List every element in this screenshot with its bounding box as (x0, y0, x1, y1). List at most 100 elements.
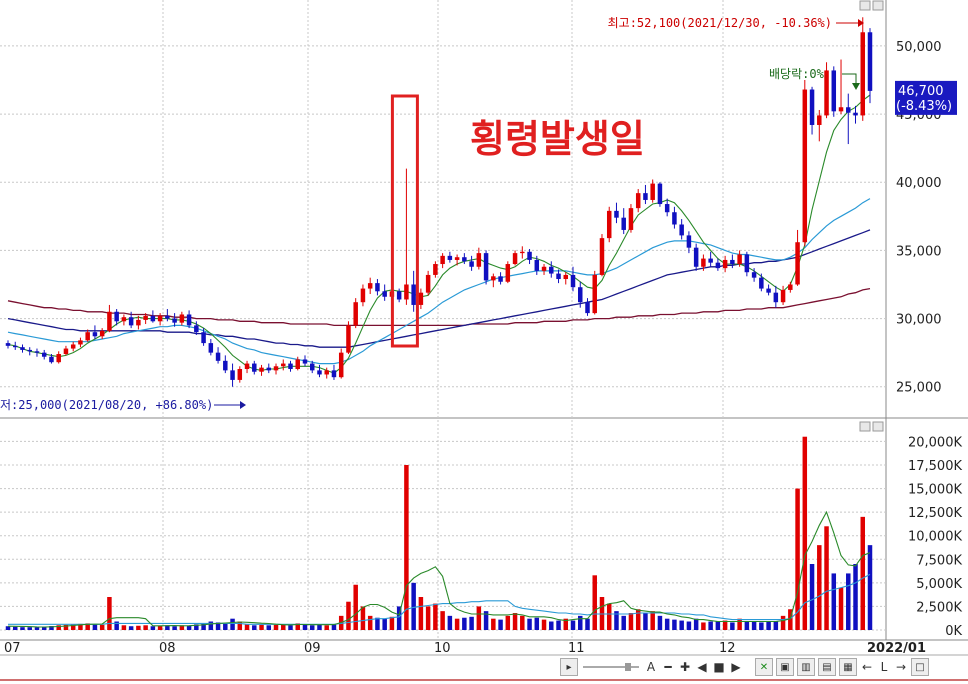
candle (860, 17, 866, 121)
candle-body (367, 283, 373, 289)
candle (150, 310, 156, 323)
candle (244, 360, 250, 374)
volume-bar (744, 621, 750, 630)
candle (143, 313, 148, 325)
candle-body (780, 289, 786, 303)
candle (440, 253, 445, 269)
volume-bar (85, 623, 90, 630)
arrow-right-icon[interactable]: → (895, 660, 907, 674)
volume-bar (657, 615, 663, 630)
excel-icon[interactable]: ✕ (755, 658, 773, 676)
volume-bar (70, 624, 76, 630)
candle (737, 250, 742, 267)
zoom-slider-icon[interactable] (581, 659, 641, 675)
candle (788, 281, 793, 293)
candle-body (498, 276, 503, 282)
volume-bar (846, 573, 851, 630)
volume-tick-label: 5,000K (916, 577, 962, 592)
window-icon[interactable]: □ (911, 658, 929, 676)
volume-bar (252, 625, 257, 630)
candle (259, 364, 264, 376)
panel-minimize-icon[interactable] (859, 421, 871, 432)
candle (396, 288, 402, 303)
candle (56, 351, 61, 364)
volume-bar (606, 603, 612, 630)
volume-bar (766, 621, 771, 630)
candle (491, 273, 496, 288)
volume-bar (194, 624, 199, 630)
arrow-left-icon[interactable]: ← (861, 660, 873, 674)
candle (505, 261, 511, 284)
candle (679, 219, 684, 240)
text-tool-icon[interactable]: A (646, 660, 656, 674)
candle-body (563, 274, 569, 280)
candle (172, 313, 177, 327)
candle-body (744, 254, 750, 273)
candle-body (556, 273, 561, 280)
candle-body (686, 235, 692, 248)
chart-type-icon[interactable]: ▥ (797, 658, 815, 676)
chart-toolbar: ▸ A ━ ✚ ◀ ■ ▶ ✕ ▣ ▥ ▤ ▦ ← L → □ (560, 656, 968, 678)
volume-ma5-line (7, 510, 871, 628)
candle (643, 184, 648, 205)
candle (606, 206, 612, 243)
candle-body (549, 266, 554, 274)
candle (693, 243, 699, 271)
candle-body (295, 359, 300, 370)
candle-body (491, 276, 496, 281)
play-small-icon[interactable]: ▸ (560, 658, 578, 676)
candle-body (143, 315, 148, 320)
volume-bar (664, 618, 670, 630)
candle (534, 255, 540, 275)
candle-body (404, 284, 409, 300)
candle-body (722, 259, 728, 269)
stop-icon[interactable]: ■ (713, 660, 725, 674)
volume-bar (491, 618, 496, 630)
candle-body (5, 343, 11, 346)
candle (780, 285, 786, 305)
panel-close-icon[interactable] (872, 0, 884, 11)
candle-body (628, 208, 634, 230)
volume-bar (121, 625, 127, 630)
volume-bar (614, 611, 619, 630)
volume-bar (802, 436, 808, 630)
volume-bar (353, 584, 358, 630)
volume-bar (773, 621, 779, 630)
candle (476, 247, 482, 270)
candle (331, 364, 337, 380)
candle-body (107, 311, 112, 331)
candle-body (20, 347, 25, 350)
candle-body (469, 261, 474, 267)
prev-icon[interactable]: ◀ (697, 660, 707, 674)
candle-body (34, 351, 40, 353)
candle-body (599, 238, 605, 275)
candle (12, 341, 18, 350)
panel-minimize-icon[interactable] (859, 0, 871, 11)
save-icon[interactable]: ▣ (776, 658, 794, 676)
chart-settings-icon[interactable]: ▤ (818, 658, 836, 676)
candle (404, 168, 409, 305)
volume-bar (201, 623, 206, 630)
candle-body (672, 212, 677, 225)
candle (309, 360, 315, 374)
volume-bar (136, 625, 141, 630)
candle-body (121, 317, 127, 322)
plus-icon[interactable]: ✚ (679, 660, 691, 674)
candle (353, 298, 358, 329)
minus-icon[interactable]: ━ (664, 660, 672, 674)
candle (295, 356, 300, 371)
candle-body (281, 363, 286, 367)
next-icon[interactable]: ▶ (731, 660, 741, 674)
candle-body (411, 284, 416, 305)
volume-bar (266, 625, 272, 630)
candle (266, 363, 272, 374)
event-note-label: 횡령발생일 (470, 117, 645, 161)
panel-close-icon[interactable] (872, 421, 884, 432)
volume-tick-label: 0K (945, 624, 962, 639)
candle (867, 28, 873, 104)
lock-tool-icon[interactable]: L (880, 660, 888, 674)
grid-icon[interactable]: ▦ (839, 658, 857, 676)
candle (375, 279, 380, 296)
candle (157, 313, 163, 326)
volume-bar (302, 624, 308, 630)
